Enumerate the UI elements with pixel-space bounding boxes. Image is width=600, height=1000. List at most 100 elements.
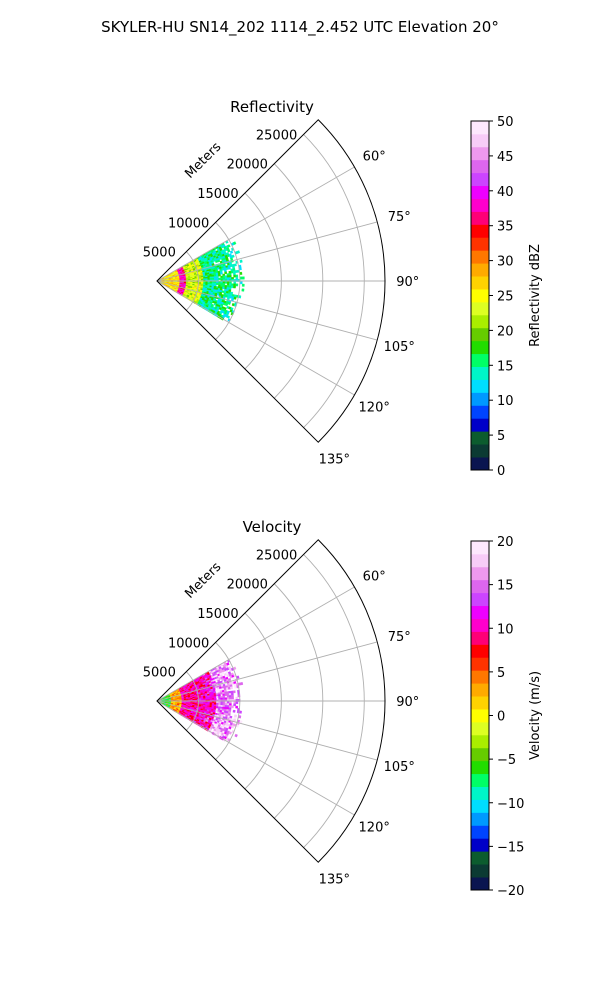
angle-tick-label: 60° (363, 570, 386, 585)
azimuth-line (156, 700, 378, 761)
colorbar-tick-label: 50 (497, 115, 514, 130)
radar-gate (216, 696, 219, 699)
sector-outline (156, 539, 386, 863)
colorbar-swatch (471, 670, 489, 684)
radar-gate (233, 272, 236, 276)
angle-tick-label: 75° (388, 630, 411, 645)
radar-gate (226, 277, 230, 280)
colorbar-swatch (471, 121, 489, 135)
radar-gate (230, 285, 234, 289)
radar-gate (227, 244, 231, 248)
colorbar-swatch (471, 172, 489, 187)
radar-gate (227, 301, 231, 305)
azimuth-line (156, 221, 378, 282)
colorbar-tick-label: −5 (497, 753, 516, 768)
colorbar-swatch (471, 838, 489, 852)
radar-gate (226, 697, 230, 700)
radial-tick-label: 10000 (168, 636, 209, 651)
radar-gate (218, 697, 221, 700)
radar-gate (241, 283, 245, 287)
colorbar-swatch (471, 553, 489, 568)
radar-gate (241, 288, 245, 292)
radar-gate (228, 275, 232, 278)
radar-gate (232, 241, 237, 245)
colorbar-tick-label: 30 (497, 255, 514, 270)
radar-gate (222, 275, 226, 279)
colorbar-label: Reflectivity dBZ (528, 244, 543, 347)
colorbar-swatch (471, 314, 489, 329)
radar-gate (231, 694, 234, 698)
colorbar-swatch (471, 773, 489, 787)
radar-gate (226, 283, 230, 286)
radar-gate (211, 697, 215, 700)
radar-gate (229, 686, 233, 690)
radar-gate (227, 266, 231, 270)
angle-tick-label: 135° (319, 452, 350, 467)
radar-gate (203, 698, 206, 701)
angle-tick-label: 90° (396, 695, 419, 710)
radar-gate (219, 272, 223, 275)
radar-gate (207, 281, 211, 283)
radial-tick-label: 10000 (168, 216, 209, 231)
colorbar-swatch (471, 224, 489, 238)
colorbar-tick-label: −15 (497, 840, 524, 855)
radar-gate (231, 254, 235, 258)
colorbar-swatch (471, 263, 489, 277)
radar-gate (224, 303, 229, 307)
radar-gate (224, 271, 228, 275)
colorbar-tick-label: 15 (497, 579, 514, 594)
colorbar-swatch (471, 405, 489, 419)
angle-tick-label: 120° (359, 820, 390, 835)
angle-tick-label: 105° (384, 340, 415, 355)
velocity-colorbar: −20 −15 −10 −5 0 5 10 15 20 Velocity (m/s) (470, 535, 543, 899)
radar-gate (228, 272, 232, 276)
radar-gate (231, 277, 234, 280)
radar-gate (233, 296, 237, 300)
colorbar-tick-label: 5 (497, 429, 505, 444)
radar-gate (235, 283, 239, 287)
radar-gate (216, 281, 219, 284)
radar-gate (222, 277, 226, 280)
angle-tick-label: 135° (319, 872, 350, 887)
radar-gate (207, 701, 211, 703)
radar-gate (235, 276, 239, 280)
colorbar-tick-label: 5 (497, 666, 505, 681)
colorbar-swatch (471, 825, 489, 839)
radar-gate (239, 276, 243, 280)
radar-gate (231, 725, 235, 729)
radar-gate (232, 690, 236, 694)
radar-gate (228, 731, 232, 735)
velocity-title: Velocity (243, 518, 302, 536)
colorbar-swatch (471, 579, 489, 594)
colorbar-swatch (471, 644, 489, 658)
colorbar-swatch (471, 566, 489, 581)
radar-gate (231, 697, 234, 700)
colorbar-swatch (471, 812, 489, 826)
colorbar-tick-label: −20 (497, 884, 524, 899)
colorbar-tick-label: 0 (497, 464, 505, 479)
colorbar-tick-label: 10 (497, 394, 514, 409)
radar-gate (229, 250, 234, 254)
colorbar-swatch (471, 864, 489, 878)
radar-gate (222, 695, 226, 699)
colorbar-swatch (471, 683, 489, 697)
colorbar-swatch (471, 159, 489, 174)
radial-tick-label: 20000 (227, 578, 268, 593)
radar-gate (240, 681, 244, 686)
radar-gate (216, 701, 219, 704)
radial-axis-label: Meters (182, 560, 224, 602)
colorbar-swatch (471, 592, 489, 607)
reflectivity-grid (156, 134, 385, 428)
radar-gate (231, 283, 234, 287)
radar-gate (224, 275, 228, 278)
colorbar-swatch (471, 301, 489, 316)
colorbar-swatch (471, 696, 489, 710)
colorbar-tick-label: 25 (497, 290, 514, 305)
sector-outline (156, 119, 386, 443)
colorbar-swatch (471, 198, 489, 212)
colorbar-swatch (471, 618, 489, 632)
radar-gate (218, 282, 221, 286)
colorbar-swatch (471, 709, 489, 723)
radar-gate (220, 275, 224, 279)
radar-gate (218, 274, 221, 277)
